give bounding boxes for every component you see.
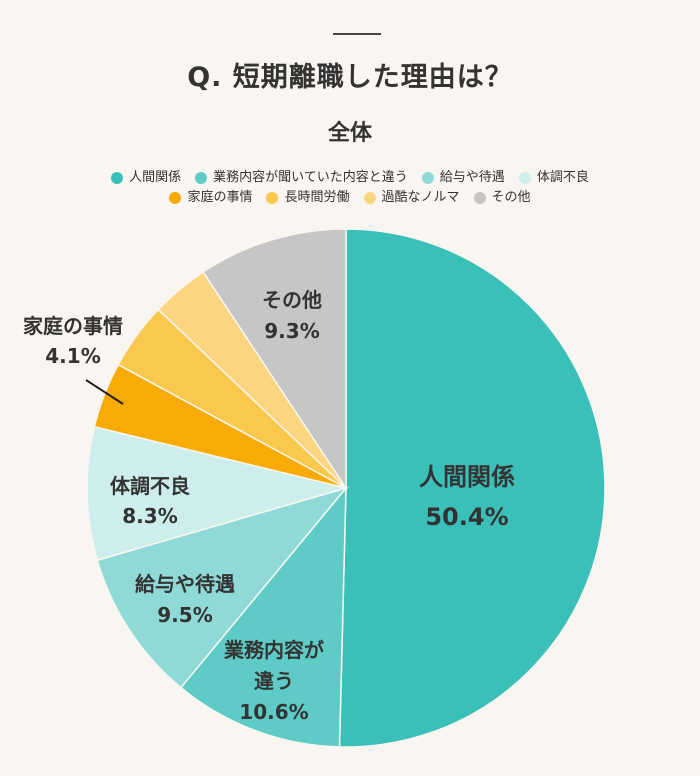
callout-line <box>85 379 124 405</box>
legend-item: 人間関係 <box>111 168 181 188</box>
slice-value-sonota: 9.3% <box>264 319 319 343</box>
slice-value-katei: 4.1% <box>45 344 100 368</box>
legend-dot-icon <box>421 172 434 184</box>
legend-dot-icon <box>266 192 279 204</box>
slice-label-gyomu-2: 違う <box>254 669 294 693</box>
legend-item: その他 <box>473 188 531 208</box>
pie-slices <box>86 228 606 748</box>
pie-slice <box>202 228 347 491</box>
legend-item: 体調不良 <box>518 168 589 188</box>
pie-slice <box>338 228 606 748</box>
legend-dot-icon <box>111 172 124 184</box>
legend-row-2: 家庭の事情 長時間労働 過酷なノルマ その他 <box>0 188 700 208</box>
legend-row-1: 人間関係 業務内容が聞いていた内容と違う 給与や待遇 体調不良 <box>0 168 700 188</box>
slice-value-ningen: 50.4% <box>425 503 508 531</box>
legend-dot-icon <box>363 192 376 204</box>
legend-dot-icon <box>518 172 531 184</box>
slice-label-kyuyo: 給与や待遇 <box>135 572 235 596</box>
legend-dot-icon <box>473 192 486 204</box>
legend-item: 過酷なノルマ <box>363 188 460 208</box>
chart-subtitle: 全体 <box>327 121 372 146</box>
slice-label-katei: 家庭の事情 <box>23 314 123 338</box>
slice-value-gyomu: 10.6% <box>239 700 308 724</box>
chart-title: Q. 短期離職した理由は？ <box>187 62 513 93</box>
slice-value-taicho: 8.3% <box>122 504 177 528</box>
slice-label-taicho: 体調不良 <box>110 474 190 498</box>
legend-dot-icon <box>195 172 208 184</box>
pie-slice <box>179 485 347 748</box>
slice-value-kyuyo: 9.5% <box>157 603 212 627</box>
slice-label-gyomu: 業務内容が <box>224 638 324 662</box>
pie-slice <box>86 425 349 562</box>
slice-label-ningen: 人間関係 <box>419 463 515 491</box>
legend-dot-icon <box>169 192 182 204</box>
legend-item: 長時間労働 <box>266 188 350 208</box>
slice-label-sonota: その他 <box>262 288 322 312</box>
legend: 人間関係 業務内容が聞いていた内容と違う 給与や待遇 体調不良 家庭の事情 長時… <box>0 168 700 208</box>
legend-item: 業務内容が聞いていた内容と違う <box>195 168 408 188</box>
legend-item: 給与や待遇 <box>421 168 505 188</box>
pie-slice <box>96 486 349 689</box>
title-rule <box>333 33 381 35</box>
legend-item: 家庭の事情 <box>169 188 252 208</box>
